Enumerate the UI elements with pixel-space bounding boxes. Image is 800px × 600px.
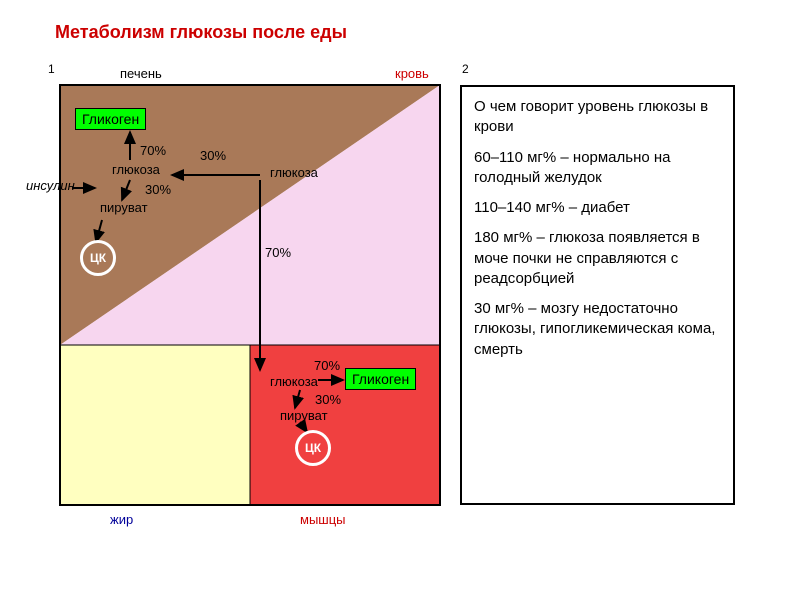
label-30-muscle: 30% xyxy=(315,392,341,407)
label-70-muscle: 70% xyxy=(314,358,340,373)
panel2-line-4: 30 мг% – мозгу недостаточно глюкозы, гип… xyxy=(474,299,721,360)
label-pyruvate-liver: пируват xyxy=(100,200,148,215)
label-30-liver-in: 30% xyxy=(200,148,226,163)
label-70-liver: 70% xyxy=(140,143,166,158)
label-30-liver-down: 30% xyxy=(145,182,171,197)
region-label-blood: кровь xyxy=(395,66,429,81)
label-70-blood-down: 70% xyxy=(265,245,291,260)
label-glucose-muscle: глюкоза xyxy=(270,374,318,389)
glycogen-muscle-box: Гликоген xyxy=(345,368,416,390)
glycogen-liver-box: Гликоген xyxy=(75,108,146,130)
glucose-levels-panel: О чем говорит уровень глюкозы в крови 60… xyxy=(460,85,735,505)
panel2-line-1: 60–110 мг% – нормально на голодный желуд… xyxy=(474,148,721,189)
label-insulin: инсулин xyxy=(26,178,75,193)
region-label-fat: жир xyxy=(110,512,133,527)
region-label-muscle: мышцы xyxy=(300,512,346,527)
label-glucose-liver: глюкоза xyxy=(112,162,160,177)
label-glucose-blood: глюкоза xyxy=(270,165,318,180)
panel2-line-2: 110–140 мг% – диабет xyxy=(474,198,721,218)
region-label-liver: печень xyxy=(120,66,162,81)
panel2-line-0: О чем говорит уровень глюкозы в крови xyxy=(474,97,721,138)
panel2-line-3: 180 мг% – глюкоза появляется в моче почк… xyxy=(474,228,721,289)
ck-muscle-circle: ЦК xyxy=(295,430,331,466)
label-pyruvate-muscle: пируват xyxy=(280,408,328,423)
ck-liver-circle: ЦК xyxy=(80,240,116,276)
